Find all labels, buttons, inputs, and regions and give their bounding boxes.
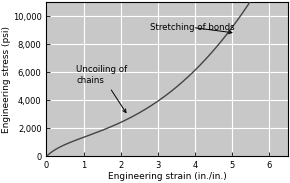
Text: Stretching of bonds: Stretching of bonds bbox=[150, 23, 235, 34]
X-axis label: Engineering strain (in./in.): Engineering strain (in./in.) bbox=[108, 172, 226, 181]
Text: Uncoiling of
chains: Uncoiling of chains bbox=[76, 66, 127, 113]
Y-axis label: Engineering stress (psi): Engineering stress (psi) bbox=[2, 26, 11, 133]
